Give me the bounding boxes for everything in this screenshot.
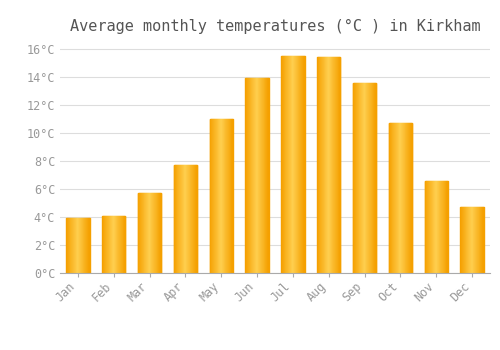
Title: Average monthly temperatures (°C ) in Kirkham: Average monthly temperatures (°C ) in Ki… <box>70 19 480 34</box>
